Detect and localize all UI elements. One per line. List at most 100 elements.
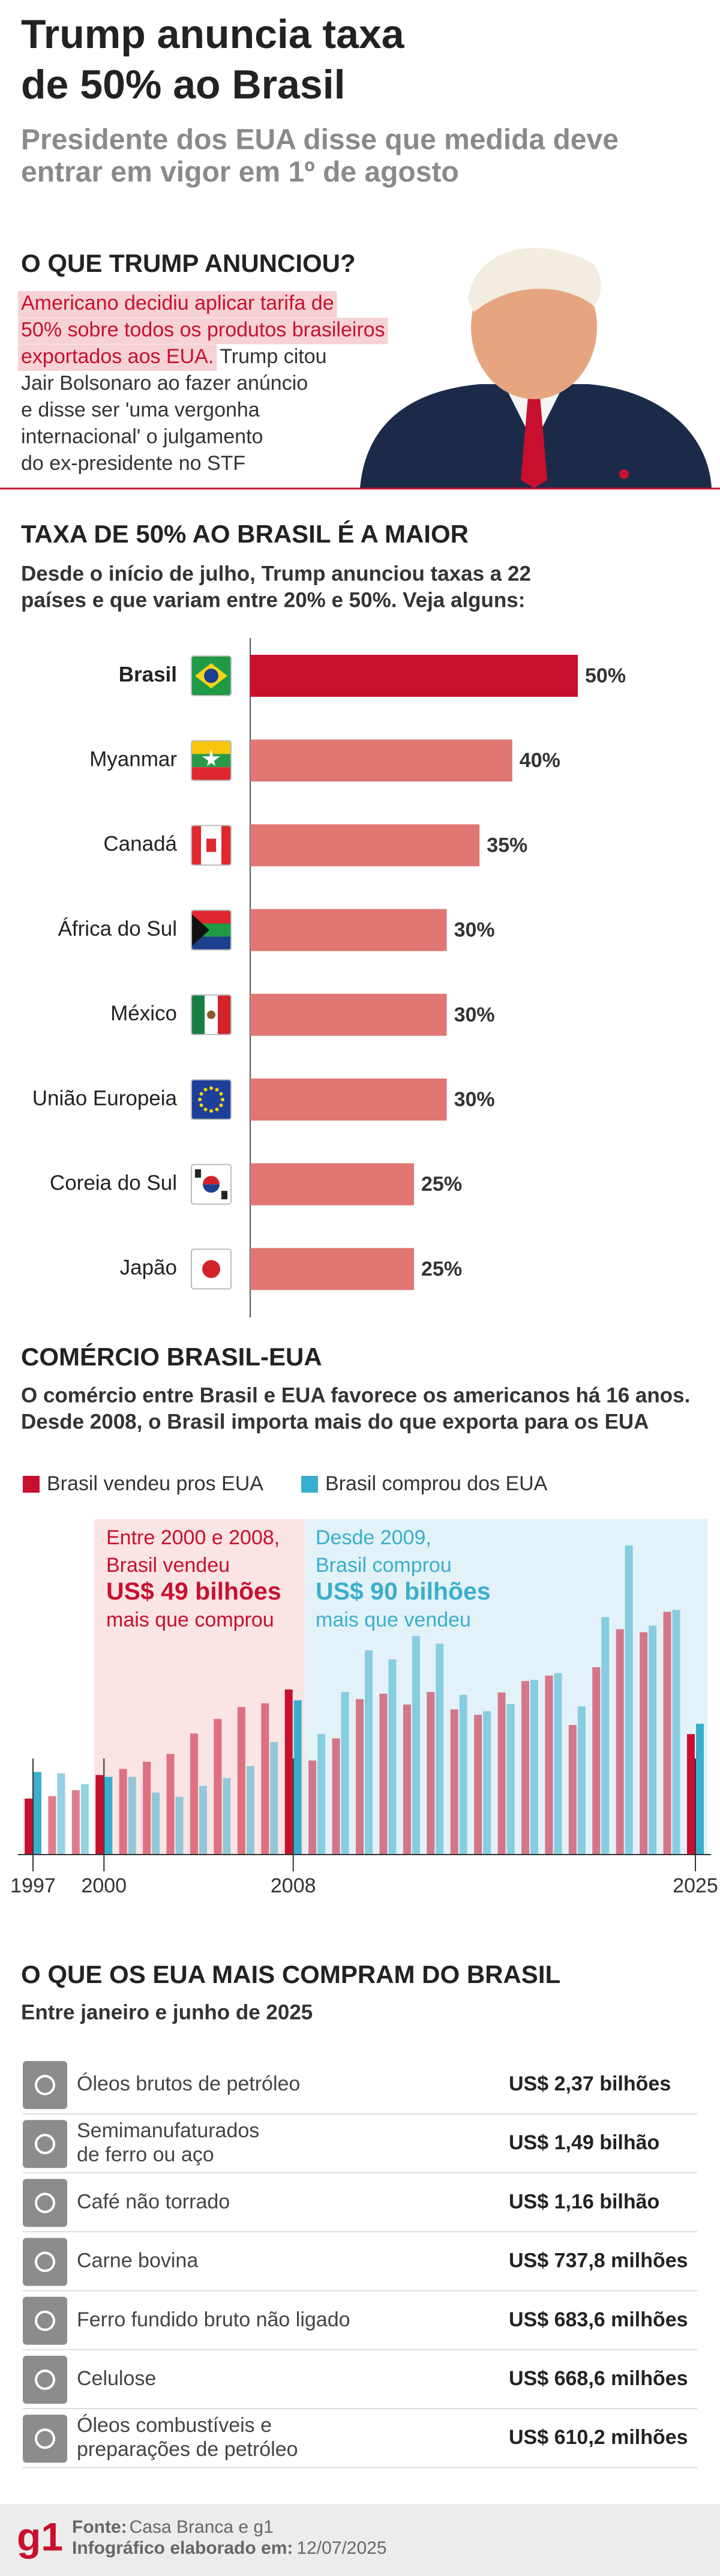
- flag-border: [191, 825, 232, 866]
- bar: [250, 1079, 447, 1121]
- bar: [284, 1689, 293, 1855]
- section-subtitle: Desde 2008, o Brasil importa mais do que…: [21, 1410, 649, 1433]
- bar: [568, 1725, 577, 1855]
- body-text: internacional' o julgamento: [21, 425, 263, 448]
- product-name: Celulose: [77, 2367, 156, 2390]
- annotation-amount: US$ 49 bilhões: [106, 1577, 281, 1605]
- value-label: 50%: [585, 664, 626, 687]
- source-text: Casa Branca e g1: [130, 2517, 274, 2537]
- tariff-chart: Brasil 50% Myanmar 40% Canadá 35% África do Su…: [32, 638, 626, 1317]
- category-label: Coreia do Sul: [50, 1171, 177, 1194]
- value-label: 35%: [487, 834, 527, 856]
- bar: [412, 1636, 420, 1855]
- highlight-text: 50% sobre todos os produtos brasileiros: [21, 318, 385, 341]
- row-icon: [23, 2237, 67, 2286]
- bar: [365, 1650, 373, 1855]
- annotation-amount: US$ 90 bilhões: [316, 1577, 491, 1605]
- row-icon-glyph: [35, 2134, 55, 2155]
- bar: [190, 1733, 198, 1855]
- bar: [649, 1625, 657, 1855]
- bar: [616, 1629, 624, 1855]
- flag: [191, 1080, 231, 1119]
- flag: [195, 1169, 201, 1178]
- flag: [219, 1103, 223, 1107]
- x-tick-label: 2008: [271, 1874, 316, 1897]
- category-label: União Europeia: [32, 1086, 178, 1110]
- body-text: do ex-presidente no STF: [21, 452, 245, 475]
- flag: [191, 1164, 232, 1205]
- flag: [191, 740, 232, 781]
- highlight-text: exportados aos EUA.: [21, 345, 214, 368]
- highlight-bg: [18, 291, 337, 317]
- bar: [427, 1691, 435, 1855]
- bar: [601, 1617, 610, 1855]
- row-icon: [23, 2061, 67, 2109]
- flag: [209, 1109, 213, 1113]
- row-icon: [23, 2296, 67, 2345]
- highlight-text: Americano decidiu aplicar tarifa de: [21, 292, 334, 314]
- row-icon-glyph: [35, 2192, 55, 2213]
- flag: [191, 825, 232, 866]
- title: Trump anuncia taxa: [21, 11, 405, 57]
- row-icon: [23, 2179, 67, 2227]
- section-subtitle: Entre janeiro e junho de 2025: [21, 2000, 313, 2024]
- product-name: Óleos brutos de petróleo: [77, 2072, 300, 2095]
- bar: [57, 1773, 65, 1855]
- section-subtitle: Desde o início de julho, Trump anunciou …: [21, 562, 531, 585]
- bar: [175, 1796, 184, 1855]
- flag: [199, 1092, 203, 1096]
- source-label: Fonte:: [72, 2517, 127, 2537]
- footer-band: [0, 2504, 720, 2576]
- bar: [250, 1248, 414, 1290]
- bar: [270, 1742, 278, 1855]
- flag: [219, 1092, 223, 1096]
- flag: [209, 1086, 213, 1090]
- row-icon-glyph: [35, 2310, 55, 2331]
- bar: [34, 1772, 41, 1855]
- x-tick-label: 2025: [673, 1874, 718, 1897]
- section-subtitle: países e que variam entre 20% e 50%. Vej…: [21, 588, 525, 612]
- flag: [203, 1107, 208, 1112]
- bar: [497, 1692, 506, 1855]
- product-value: US$ 737,8 milhões: [509, 2249, 688, 2272]
- bar: [261, 1703, 269, 1855]
- section-heading: O QUE TRUMP ANUNCIOU?: [21, 249, 356, 277]
- bar: [483, 1711, 491, 1855]
- row-icon-glyph: [35, 2251, 55, 2272]
- annotation: Brasil vendeu: [106, 1554, 230, 1577]
- flag: [202, 749, 220, 766]
- product-name: Café não torrado: [77, 2190, 230, 2213]
- bar: [293, 1700, 302, 1855]
- bar: [48, 1796, 56, 1855]
- row-icon-glyph: [35, 2370, 55, 2390]
- bar: [379, 1693, 388, 1855]
- product-name: Ferro fundido bruto não ligado: [77, 2308, 350, 2331]
- bar: [250, 824, 480, 867]
- bar: [250, 1163, 414, 1206]
- flag-border: [191, 1164, 232, 1205]
- flag: [206, 838, 216, 852]
- bar: [545, 1675, 553, 1855]
- bar: [119, 1769, 127, 1855]
- annotation: mais que vendeu: [316, 1608, 471, 1631]
- bar: [152, 1792, 160, 1855]
- body-text: Jair Bolsonaro ao fazer anúncio: [21, 372, 308, 394]
- row-icon: [23, 2120, 67, 2168]
- bar: [625, 1545, 633, 1855]
- x-tick-label: 2000: [81, 1874, 127, 1897]
- flag-border: [191, 994, 232, 1035]
- category-label: Brasil: [119, 663, 177, 686]
- legend-swatch: [23, 1476, 40, 1493]
- legend-label: Brasil vendeu pros EUA: [47, 1472, 263, 1495]
- bar: [672, 1610, 680, 1855]
- bar: [104, 1777, 113, 1855]
- bar: [250, 655, 578, 697]
- annotation: Desde 2009,: [316, 1526, 431, 1549]
- date-text: 12/07/2025: [296, 2538, 386, 2558]
- flag: [191, 994, 232, 1035]
- product-value: US$ 683,6 milhões: [509, 2308, 688, 2331]
- subtitle: Presidente dos EUA disse que medida deve: [21, 124, 619, 156]
- value-label: 30%: [454, 1088, 495, 1111]
- bar: [687, 1734, 695, 1855]
